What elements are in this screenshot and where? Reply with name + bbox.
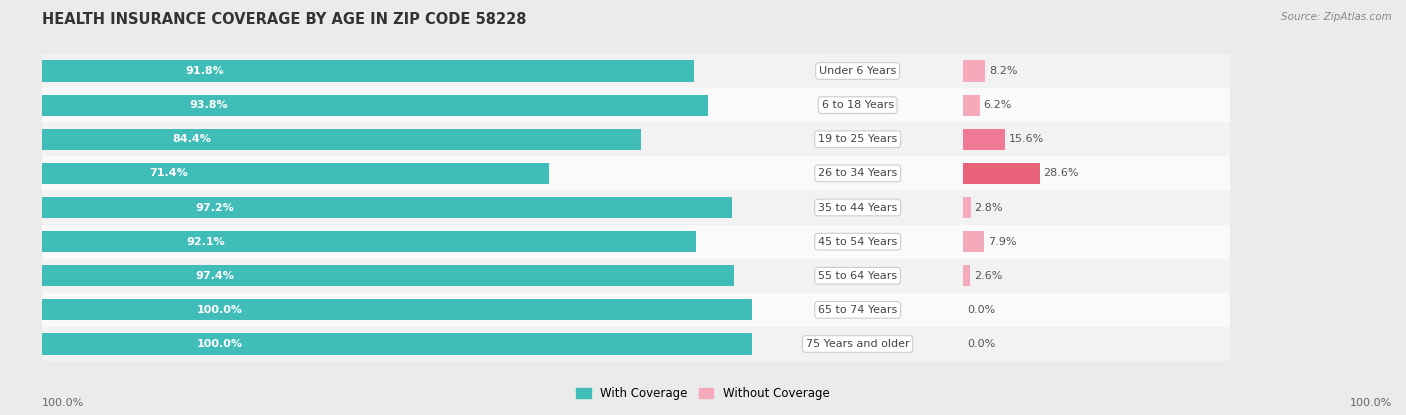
Bar xyxy=(42,293,752,327)
Bar xyxy=(963,231,984,252)
Bar xyxy=(963,95,980,116)
Text: 0.0%: 0.0% xyxy=(967,305,995,315)
Text: 100.0%: 100.0% xyxy=(197,339,243,349)
Text: 35 to 44 Years: 35 to 44 Years xyxy=(818,203,897,212)
Text: HEALTH INSURANCE COVERAGE BY AGE IN ZIP CODE 58228: HEALTH INSURANCE COVERAGE BY AGE IN ZIP … xyxy=(42,12,527,27)
Bar xyxy=(42,129,641,150)
Bar xyxy=(42,54,752,88)
Bar xyxy=(752,259,963,293)
Bar xyxy=(42,95,709,116)
Bar xyxy=(42,61,695,82)
Text: 75 Years and older: 75 Years and older xyxy=(806,339,910,349)
Text: 6.2%: 6.2% xyxy=(984,100,1012,110)
Bar xyxy=(752,156,963,190)
Bar xyxy=(42,163,550,184)
Bar xyxy=(752,190,963,225)
Bar xyxy=(963,54,1230,88)
Bar xyxy=(963,129,1005,150)
Text: 91.8%: 91.8% xyxy=(186,66,225,76)
Bar xyxy=(42,88,752,122)
Text: Under 6 Years: Under 6 Years xyxy=(820,66,896,76)
Text: 92.1%: 92.1% xyxy=(186,237,225,247)
Text: 6 to 18 Years: 6 to 18 Years xyxy=(821,100,894,110)
Text: 2.6%: 2.6% xyxy=(974,271,1002,281)
Bar xyxy=(963,190,1230,225)
Text: 93.8%: 93.8% xyxy=(190,100,228,110)
Bar xyxy=(42,225,752,259)
Bar xyxy=(42,299,752,320)
Legend: With Coverage, Without Coverage: With Coverage, Without Coverage xyxy=(572,383,834,405)
Bar xyxy=(42,265,734,286)
Bar xyxy=(42,327,752,361)
Bar xyxy=(963,122,1230,156)
Bar xyxy=(752,327,963,361)
Text: 7.9%: 7.9% xyxy=(988,237,1017,247)
Bar xyxy=(963,156,1230,190)
Text: 55 to 64 Years: 55 to 64 Years xyxy=(818,271,897,281)
Bar xyxy=(963,259,1230,293)
Bar xyxy=(752,225,963,259)
Bar xyxy=(42,333,752,354)
Bar xyxy=(42,190,752,225)
Text: 19 to 25 Years: 19 to 25 Years xyxy=(818,134,897,144)
Text: 97.4%: 97.4% xyxy=(195,271,235,281)
Bar xyxy=(963,293,1230,327)
Text: 97.2%: 97.2% xyxy=(195,203,233,212)
Bar xyxy=(963,61,986,82)
Bar xyxy=(752,88,963,122)
Text: 84.4%: 84.4% xyxy=(173,134,211,144)
Text: 28.6%: 28.6% xyxy=(1043,168,1078,178)
Bar xyxy=(963,88,1230,122)
Text: 2.8%: 2.8% xyxy=(974,203,1002,212)
Text: 45 to 54 Years: 45 to 54 Years xyxy=(818,237,897,247)
Bar xyxy=(963,163,1039,184)
Bar xyxy=(752,122,963,156)
Text: Source: ZipAtlas.com: Source: ZipAtlas.com xyxy=(1281,12,1392,22)
Bar xyxy=(963,327,1230,361)
Bar xyxy=(42,156,752,190)
Text: 100.0%: 100.0% xyxy=(197,305,243,315)
Bar xyxy=(963,265,970,286)
Text: 65 to 74 Years: 65 to 74 Years xyxy=(818,305,897,315)
Bar xyxy=(42,259,752,293)
Text: 26 to 34 Years: 26 to 34 Years xyxy=(818,168,897,178)
Text: 100.0%: 100.0% xyxy=(42,398,84,408)
Text: 8.2%: 8.2% xyxy=(988,66,1018,76)
Bar xyxy=(752,54,963,88)
Bar xyxy=(42,231,696,252)
Text: 100.0%: 100.0% xyxy=(1350,398,1392,408)
Bar xyxy=(42,197,733,218)
Text: 71.4%: 71.4% xyxy=(149,168,188,178)
Bar xyxy=(963,225,1230,259)
Text: 0.0%: 0.0% xyxy=(967,339,995,349)
Text: 15.6%: 15.6% xyxy=(1008,134,1045,144)
Bar xyxy=(963,197,970,218)
Bar xyxy=(752,293,963,327)
Bar xyxy=(42,122,752,156)
